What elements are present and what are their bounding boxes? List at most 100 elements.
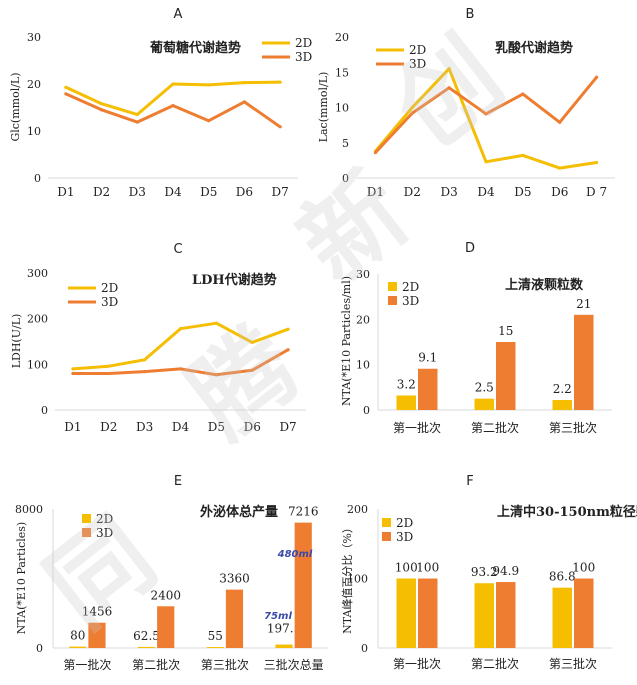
x-tick-label: D5 xyxy=(200,185,217,199)
x-tick-label: D1 xyxy=(367,185,384,199)
data-point xyxy=(64,85,68,89)
data-point xyxy=(171,82,175,86)
x-tick-label: D4 xyxy=(172,420,190,434)
x-tick-label: D5 xyxy=(514,185,531,199)
data-label: 100 xyxy=(416,561,439,575)
bar-2d xyxy=(474,583,494,648)
bar-3d xyxy=(418,578,438,648)
data-point xyxy=(250,340,254,345)
data-point xyxy=(594,160,599,165)
y-tick-label: 0 xyxy=(363,404,370,417)
y-tick-label: 0 xyxy=(34,172,41,185)
x-tick-label: 第三批次 xyxy=(201,657,249,672)
data-point xyxy=(250,368,254,372)
data-point xyxy=(135,112,139,117)
data-label: 62.5 xyxy=(133,629,160,643)
chart-title: 葡萄糖代谢趋势 xyxy=(149,40,241,56)
data-label: 86.8 xyxy=(549,570,576,584)
data-point xyxy=(99,108,104,112)
y-tick-label: 10 xyxy=(335,102,349,115)
data-point xyxy=(521,153,525,158)
data-label: 15 xyxy=(498,324,513,338)
bar-3d xyxy=(574,578,594,648)
y-tick-label: 20 xyxy=(27,78,41,91)
panel-label: E xyxy=(174,474,182,489)
x-tick-label: D6 xyxy=(244,420,261,434)
x-tick-label: D3 xyxy=(129,185,146,199)
legend-label: 3D xyxy=(396,530,413,544)
data-point xyxy=(447,86,451,90)
y-tick-label: 200 xyxy=(347,503,368,516)
x-tick-label: 第一批次 xyxy=(393,656,441,671)
data-label: 21 xyxy=(576,297,591,311)
panel-label: C xyxy=(173,242,182,257)
x-tick-label: D7 xyxy=(279,420,296,434)
y-axis-label: NTA(*E10 Particles) xyxy=(15,522,28,634)
data-point xyxy=(410,105,414,110)
legend-label: 2D xyxy=(295,36,312,50)
data-label: 80 xyxy=(70,629,85,643)
bar-2d xyxy=(206,647,224,648)
data-point xyxy=(99,102,104,106)
data-point xyxy=(242,100,247,104)
data-point xyxy=(521,92,525,96)
legend-label: 3D xyxy=(96,526,113,540)
x-tick-label: 第二批次 xyxy=(471,656,519,671)
data-point xyxy=(107,371,111,376)
x-tick-label: D3 xyxy=(136,420,153,434)
watermark-char: 创 xyxy=(373,16,525,170)
x-tick-label: 第三批次 xyxy=(549,656,597,671)
y-axis-label: Glc(mmol/L) xyxy=(9,72,22,141)
y-tick-label: 10 xyxy=(27,125,41,138)
y-tick-label: 300 xyxy=(27,267,48,280)
y-axis-label: NTA(*E10 Particles/ml) xyxy=(340,276,353,406)
legend-swatch xyxy=(82,528,91,537)
data-label: 3.2 xyxy=(397,377,416,391)
data-label: 7216 xyxy=(288,505,319,519)
data-label: 2.5 xyxy=(475,381,494,395)
chart-panel-f: F 0 100 200 NTA峰值百分比（%） 第一批次 第二批次 第三批次 上清中30-150… xyxy=(341,474,637,671)
bar-2d xyxy=(396,395,416,410)
x-tick-label: D2 xyxy=(93,185,110,199)
bar-2d xyxy=(275,644,293,648)
bar-3d xyxy=(496,582,516,648)
x-tick-label: D6 xyxy=(236,185,253,199)
x-tick-label: 三批次总量 xyxy=(264,657,324,672)
x-tick-label: 第二批次 xyxy=(471,420,519,435)
chart-panel-a: A 0 10 20 30 Glc(mmol/L) D1 D2 D3 D4 D5 D6 D7 葡萄糖代谢趋势… xyxy=(9,7,312,199)
y-tick-label: 20 xyxy=(356,313,370,326)
data-point xyxy=(373,151,378,155)
chart-panel-e: E 0 8000 NTA(*E10 Particles) 第一批次 第二批次 第三批次 三批次… xyxy=(15,474,328,672)
y-tick-label: 0 xyxy=(342,172,349,185)
chart-panel-c: C 0 100 200 300 LDH(U/L) D1 D2 D3 D4 D5 D6 D7 LDH代谢趋势… xyxy=(10,242,306,434)
data-label: 93.2 xyxy=(471,565,498,579)
y-tick-label: 30 xyxy=(356,268,370,281)
chart-title: 乳酸代谢趋势 xyxy=(495,40,573,56)
panel-label: D xyxy=(465,241,475,256)
legend-swatch xyxy=(382,518,391,527)
data-point xyxy=(178,367,183,371)
data-label: 197.5 xyxy=(267,622,301,636)
y-tick-label: 200 xyxy=(27,313,48,326)
panel-label: A xyxy=(174,7,183,22)
y-tick-label: 8000 xyxy=(15,503,43,516)
data-point xyxy=(286,348,290,352)
legend-label: 2D xyxy=(101,281,118,295)
bar-2d xyxy=(552,587,572,648)
legend-label: 2D xyxy=(96,512,113,526)
legend-label: 2D xyxy=(396,516,413,530)
panel-label: F xyxy=(466,474,473,489)
legend-label: 3D xyxy=(295,50,312,64)
data-point xyxy=(143,358,147,362)
y-axis-label: NTA峰值百分比（%） xyxy=(341,522,354,634)
data-label: 1456 xyxy=(82,605,113,619)
x-tick-label: 第一批次 xyxy=(63,657,111,672)
bar-2d xyxy=(69,646,87,648)
y-tick-label: 15 xyxy=(335,66,349,79)
legend-swatch xyxy=(388,296,397,305)
x-tick-label: D4 xyxy=(164,185,182,199)
y-axis-label: Lac(mmol/L) xyxy=(317,72,330,143)
data-point xyxy=(71,371,75,376)
